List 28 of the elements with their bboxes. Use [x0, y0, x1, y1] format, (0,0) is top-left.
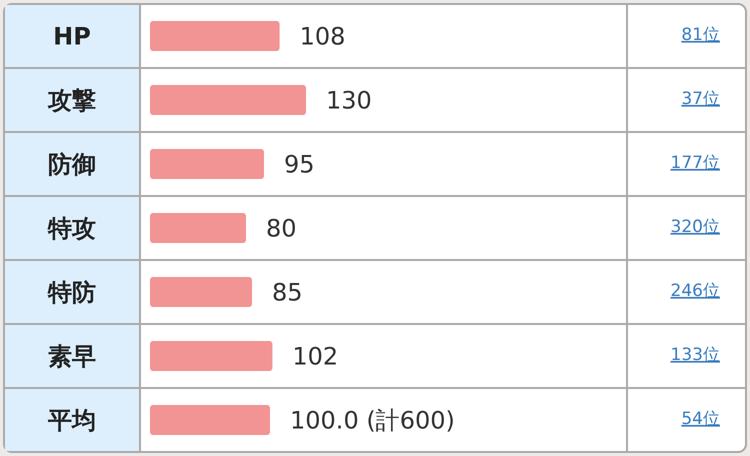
bar: [150, 277, 252, 307]
data-label: 100.0 (計600): [290, 406, 455, 434]
text: 177位: [670, 152, 720, 173]
data-label: 85: [272, 278, 303, 306]
bar: [150, 149, 264, 179]
data-label: 95: [284, 150, 315, 178]
data-label: 102: [292, 342, 338, 370]
data-label: 80: [266, 214, 297, 242]
y-tick-label: 特攻: [47, 214, 96, 242]
bar: [150, 341, 272, 371]
bar: [150, 213, 246, 243]
y-tick-label: 素早: [48, 342, 96, 370]
bar: [150, 405, 270, 435]
y-tick-label: 攻撃: [47, 86, 96, 114]
bar: [150, 21, 280, 51]
text: 81位: [681, 24, 720, 45]
y-tick-label: 平均: [47, 406, 96, 434]
text: 320位: [670, 216, 720, 237]
y-tick-label: 特防: [47, 278, 96, 306]
y-tick-label: 防御: [48, 150, 96, 178]
text: 54位: [681, 408, 720, 429]
text: 133位: [670, 344, 720, 365]
data-label: 108: [300, 22, 346, 50]
data-label: 130: [326, 86, 372, 114]
bar: [150, 85, 306, 115]
text: 37位: [681, 88, 720, 109]
text: 246位: [670, 280, 720, 301]
y-tick-label: HP: [53, 22, 91, 50]
